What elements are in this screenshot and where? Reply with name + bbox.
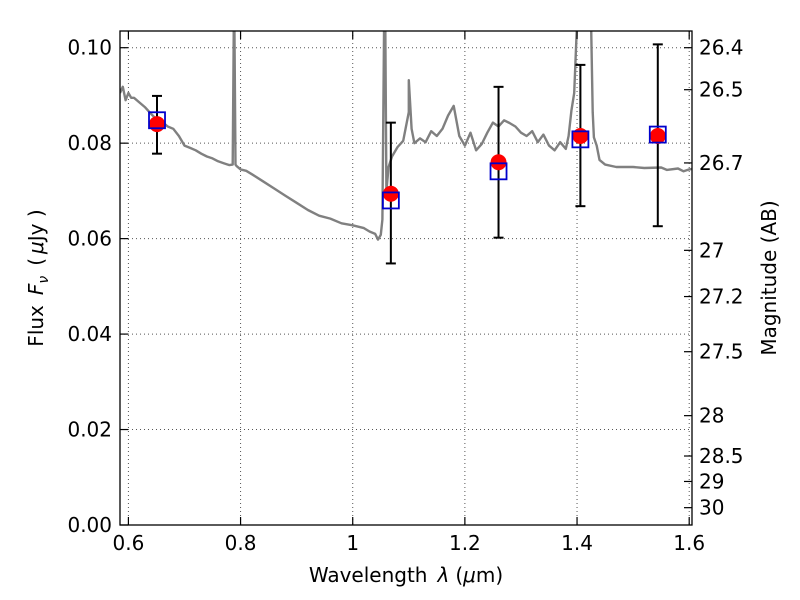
y2-tick-label: 27 [699, 238, 724, 262]
observed-point [572, 128, 589, 145]
y-tick-label: 0.10 [67, 36, 112, 60]
y2-tick-label: 26.7 [699, 151, 744, 175]
x-axis-label: Wavelength λ (μm) [309, 563, 503, 587]
y-tick-label: 0.02 [67, 418, 112, 442]
observed-point [382, 185, 399, 202]
data-points [148, 43, 667, 265]
model-photometry-point [381, 191, 400, 210]
x-tick-label: 1 [346, 531, 359, 555]
x-tick-label: 0.6 [113, 531, 145, 555]
observed-point [149, 116, 166, 133]
y2-axis-label: Magnitude (AB) [757, 200, 781, 355]
x-tick-label: 0.8 [225, 531, 257, 555]
y-tick-label: 0.00 [67, 513, 112, 537]
observed-point [649, 128, 666, 145]
model-spectrum-line [120, 31, 692, 241]
x-tick-label: 1.4 [561, 531, 593, 555]
y2-tick-label: 30 [699, 496, 724, 520]
y-tick-label: 0.08 [67, 131, 112, 155]
model-photometry-point [489, 162, 508, 181]
x-tick-label: 1.6 [673, 531, 705, 555]
y2-tick-label: 27.2 [699, 285, 744, 309]
y2-tick-label: 29 [699, 469, 724, 493]
y2-tick-label: 26.5 [699, 78, 744, 102]
y2-tick-label: 26.4 [699, 36, 744, 60]
y-axis-label: FluxFν(μJy ) [24, 209, 52, 346]
y-tick-label: 0.06 [67, 227, 112, 251]
observed-point [490, 154, 507, 171]
y2-tick-label: 27.5 [699, 340, 744, 364]
y2-tick-label: 28.5 [699, 444, 744, 468]
axis-ticks [120, 31, 692, 526]
plot-frame [119, 30, 693, 526]
x-tick-label: 1.2 [449, 531, 481, 555]
model-photometry-point [571, 130, 590, 149]
model-photometry-point [648, 125, 667, 144]
y2-tick-label: 28 [699, 404, 724, 428]
tick-labels: 0.6 0.8 1 1.2 1.4 1.6 0.00 0.02 0.04 0.06 0.08 0.10… [67, 36, 743, 555]
y-tick-label: 0.04 [67, 322, 112, 346]
model-spectrum [120, 31, 692, 241]
model-photometry-point [148, 111, 166, 130]
